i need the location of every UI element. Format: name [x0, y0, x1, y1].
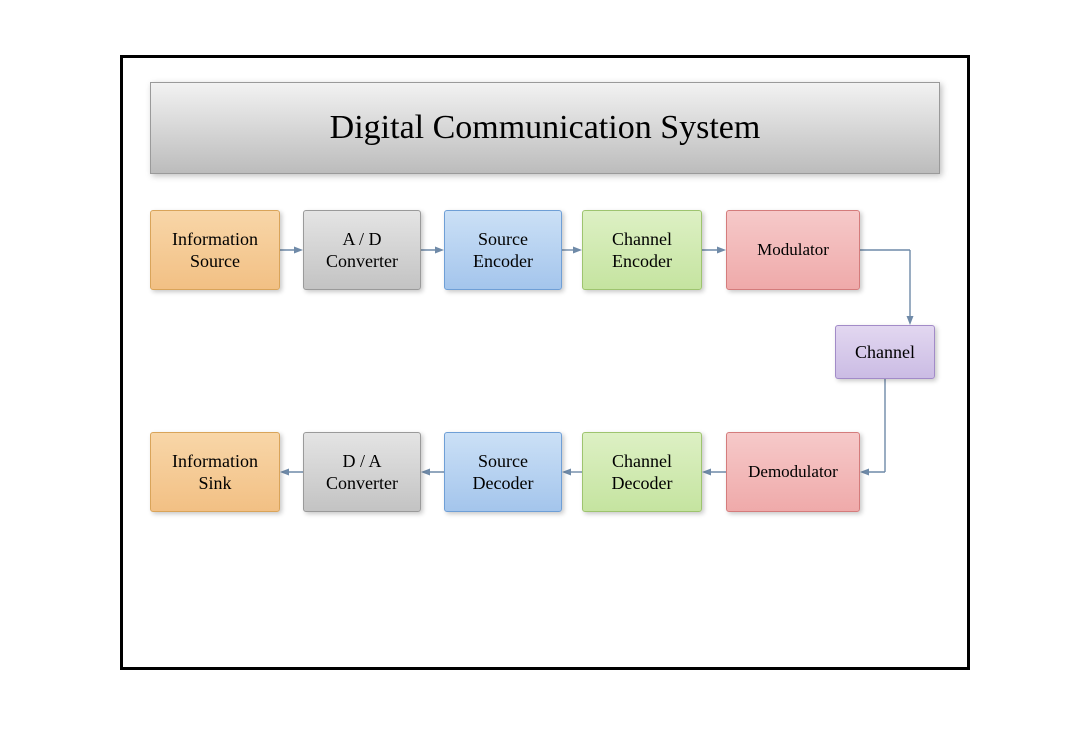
node-label: ChannelEncoder: [612, 228, 672, 273]
node-label: Modulator: [757, 239, 829, 260]
node-ad-converter: A / DConverter: [303, 210, 421, 290]
node-label: A / DConverter: [326, 228, 398, 273]
node-label: D / AConverter: [326, 450, 398, 495]
node-modulator: Modulator: [726, 210, 860, 290]
node-label: Channel: [855, 341, 915, 364]
node-label: SourceDecoder: [473, 450, 534, 495]
node-label: ChannelDecoder: [612, 450, 673, 495]
node-label: InformationSink: [172, 450, 258, 495]
node-da-converter: D / AConverter: [303, 432, 421, 512]
node-source-decoder: SourceDecoder: [444, 432, 562, 512]
node-label: Demodulator: [748, 461, 838, 482]
node-label: InformationSource: [172, 228, 258, 273]
node-label: SourceEncoder: [473, 228, 533, 273]
node-source-encoder: SourceEncoder: [444, 210, 562, 290]
node-demodulator: Demodulator: [726, 432, 860, 512]
diagram-canvas: Digital Communication System Information…: [0, 0, 1089, 744]
node-channel-decoder: ChannelDecoder: [582, 432, 702, 512]
node-channel-encoder: ChannelEncoder: [582, 210, 702, 290]
title-box: Digital Communication System: [150, 82, 940, 174]
node-channel: Channel: [835, 325, 935, 379]
node-info-sink: InformationSink: [150, 432, 280, 512]
title-text: Digital Communication System: [330, 109, 761, 147]
node-info-source: InformationSource: [150, 210, 280, 290]
